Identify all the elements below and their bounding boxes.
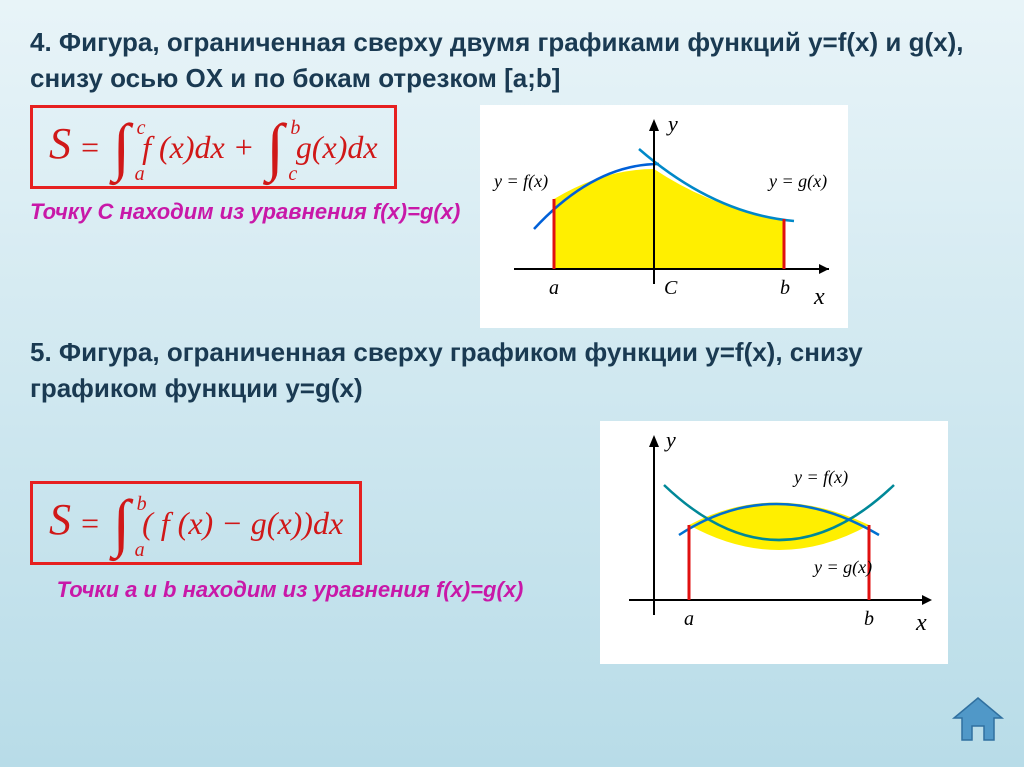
graph-5: y x y = f(x) y = g(x) a b <box>600 421 948 664</box>
nav-home-icon[interactable] <box>950 694 1006 749</box>
svg-text:a: a <box>549 277 559 299</box>
svg-text:b: b <box>780 277 790 299</box>
section5-heading: 5. Фигура, ограниченная сверху графиком … <box>30 334 994 407</box>
svg-text:y = g(x): y = g(x) <box>767 171 827 192</box>
formula-5: S = ∫ b a ( f (x) − g(x))dx <box>49 505 343 541</box>
formula-box-4: S = ∫ c a f (x)dx + ∫ b c g(x)dx <box>30 105 397 189</box>
svg-text:y = f(x): y = f(x) <box>492 171 548 192</box>
svg-text:y: y <box>664 427 676 452</box>
svg-text:x: x <box>915 610 927 636</box>
graph-5-svg: y x y = f(x) y = g(x) a b <box>604 425 944 655</box>
svg-text:y: y <box>666 111 678 136</box>
svg-text:y = f(x): y = f(x) <box>792 467 848 488</box>
graph-4: y x y = f(x) y = g(x) a C b <box>480 105 848 328</box>
formula-box-5: S = ∫ b a ( f (x) − g(x))dx <box>30 481 362 565</box>
svg-text:b: b <box>864 608 874 630</box>
svg-text:x: x <box>813 284 825 310</box>
svg-text:a: a <box>684 608 694 630</box>
svg-text:C: C <box>664 277 678 299</box>
formula-4: S = ∫ c a f (x)dx + ∫ b c g(x)dx <box>49 129 378 165</box>
graph-4-svg: y x y = f(x) y = g(x) a C b <box>484 109 844 319</box>
section5-note: Точки а и b находим из уравнения f(x)=g(… <box>30 577 550 603</box>
section4-note: Точку С находим из уравнения f(x)=g(x) <box>30 199 460 225</box>
svg-text:y = g(x): y = g(x) <box>812 557 872 578</box>
section4-heading: 4. Фигура, ограниченная сверху двумя гра… <box>30 24 994 97</box>
